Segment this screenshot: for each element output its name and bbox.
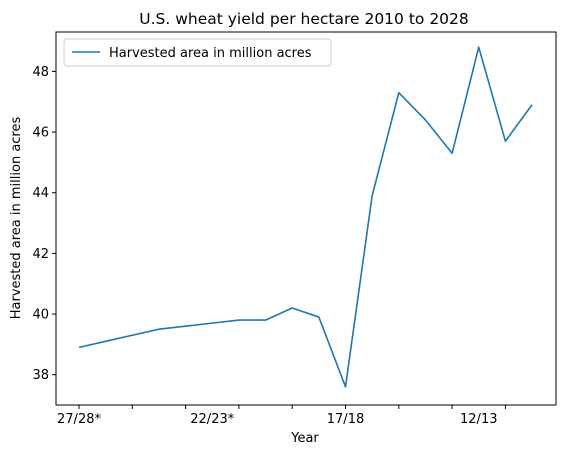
data-point-18-19 bbox=[317, 316, 320, 319]
data-point-21-22- bbox=[237, 319, 240, 322]
data-point-20-21- bbox=[264, 319, 267, 322]
data-point-23-24- bbox=[184, 325, 187, 328]
data-point-22-23- bbox=[211, 322, 214, 325]
plot-frame bbox=[55, 31, 557, 406]
x-axis-label: Year bbox=[290, 431, 319, 446]
data-point-25-26- bbox=[131, 334, 134, 337]
x-tick-label: 22/23* bbox=[190, 412, 234, 427]
data-point-14-15 bbox=[424, 118, 427, 121]
y-axis: 38 40 42 44 46 48 bbox=[32, 65, 56, 383]
legend: Harvested area in million acres bbox=[63, 38, 332, 67]
data-point-13-14 bbox=[451, 152, 454, 155]
plot-area bbox=[55, 31, 557, 406]
y-tick-label: 40 bbox=[32, 308, 49, 323]
legend-label: Harvested area in million acres bbox=[109, 46, 312, 61]
x-tick-label: 17/18 bbox=[327, 412, 364, 427]
data-point-27-28- bbox=[78, 346, 81, 349]
chart-title: U.S. wheat yield per hectare 2010 to 202… bbox=[139, 10, 469, 28]
y-tick-label: 46 bbox=[32, 126, 49, 141]
y-axis-label: Harvested area in million acres bbox=[9, 117, 24, 320]
y-tick-label: 44 bbox=[32, 186, 49, 201]
legend-box bbox=[63, 38, 332, 67]
y-tick-label: 42 bbox=[32, 247, 49, 262]
x-tick-label: 27/28* bbox=[57, 412, 101, 427]
data-point-12-13 bbox=[477, 46, 480, 49]
x-axis: 27/28* 22/23* 17/18 12/13 bbox=[57, 405, 506, 427]
data-point-24-25- bbox=[157, 328, 160, 331]
data-point-17-18 bbox=[344, 385, 347, 388]
y-tick-label: 48 bbox=[32, 65, 49, 80]
data-point-15-16 bbox=[397, 91, 400, 94]
y-tick-label: 38 bbox=[32, 368, 49, 383]
data-point-16-17 bbox=[371, 194, 374, 197]
data-point-11-12 bbox=[504, 140, 507, 143]
x-tick-label: 12/13 bbox=[460, 412, 497, 427]
series-line-harvested-area bbox=[78, 46, 533, 388]
data-point-10-11 bbox=[531, 103, 534, 106]
data-point-26-27- bbox=[104, 340, 107, 343]
data-point-19-20 bbox=[291, 306, 294, 309]
